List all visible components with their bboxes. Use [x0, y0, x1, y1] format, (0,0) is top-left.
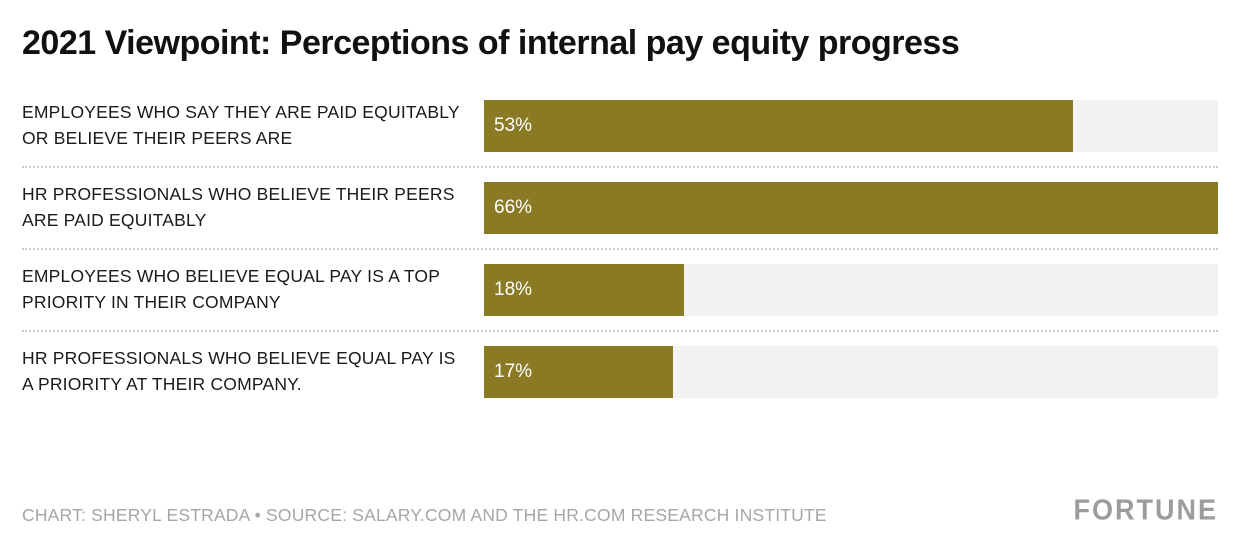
bar-track: 17%	[484, 345, 1218, 398]
credit-text: CHART: SHERYL ESTRADA • SOURCE: SALARY.C…	[22, 505, 827, 525]
chart-footer: CHART: SHERYL ESTRADA • SOURCE: SALARY.C…	[22, 471, 1218, 526]
chart-title: 2021 Viewpoint: Perceptions of internal …	[22, 24, 960, 62]
bar-fill: 66%	[484, 181, 1218, 234]
bar-track: 66%	[484, 181, 1218, 234]
bar-track: 18%	[484, 263, 1218, 316]
chart-row: EMPLOYEES WHO BELIEVE EQUAL PAY IS A TOP…	[22, 250, 1218, 332]
fortune-logo: FORTUNE	[1073, 494, 1218, 526]
bar-value: 53%	[494, 114, 533, 136]
chart-row: HR PROFESSIONALS WHO BELIEVE THEIR PEERS…	[22, 168, 1218, 250]
chart-rows: EMPLOYEES WHO SAY THEY ARE PAID EQUITABL…	[22, 86, 1218, 412]
bar-fill: 53%	[484, 99, 1074, 152]
bar-value: 66%	[494, 196, 533, 218]
bar-fill: 17%	[484, 345, 674, 398]
row-label: EMPLOYEES WHO BELIEVE EQUAL PAY IS A TOP…	[22, 266, 440, 312]
chart-row: HR PROFESSIONALS WHO BELIEVE EQUAL PAY I…	[22, 332, 1218, 412]
bar-value: 18%	[494, 278, 533, 300]
chart-row: EMPLOYEES WHO SAY THEY ARE PAID EQUITABL…	[22, 86, 1218, 168]
bar-track: 53%	[484, 99, 1218, 152]
row-label: EMPLOYEES WHO SAY THEY ARE PAID EQUITABL…	[22, 102, 460, 148]
row-label: HR PROFESSIONALS WHO BELIEVE THEIR PEERS…	[22, 184, 455, 230]
row-label: HR PROFESSIONALS WHO BELIEVE EQUAL PAY I…	[22, 348, 456, 394]
bar-value: 17%	[494, 360, 533, 382]
bar-fill: 18%	[484, 263, 685, 316]
